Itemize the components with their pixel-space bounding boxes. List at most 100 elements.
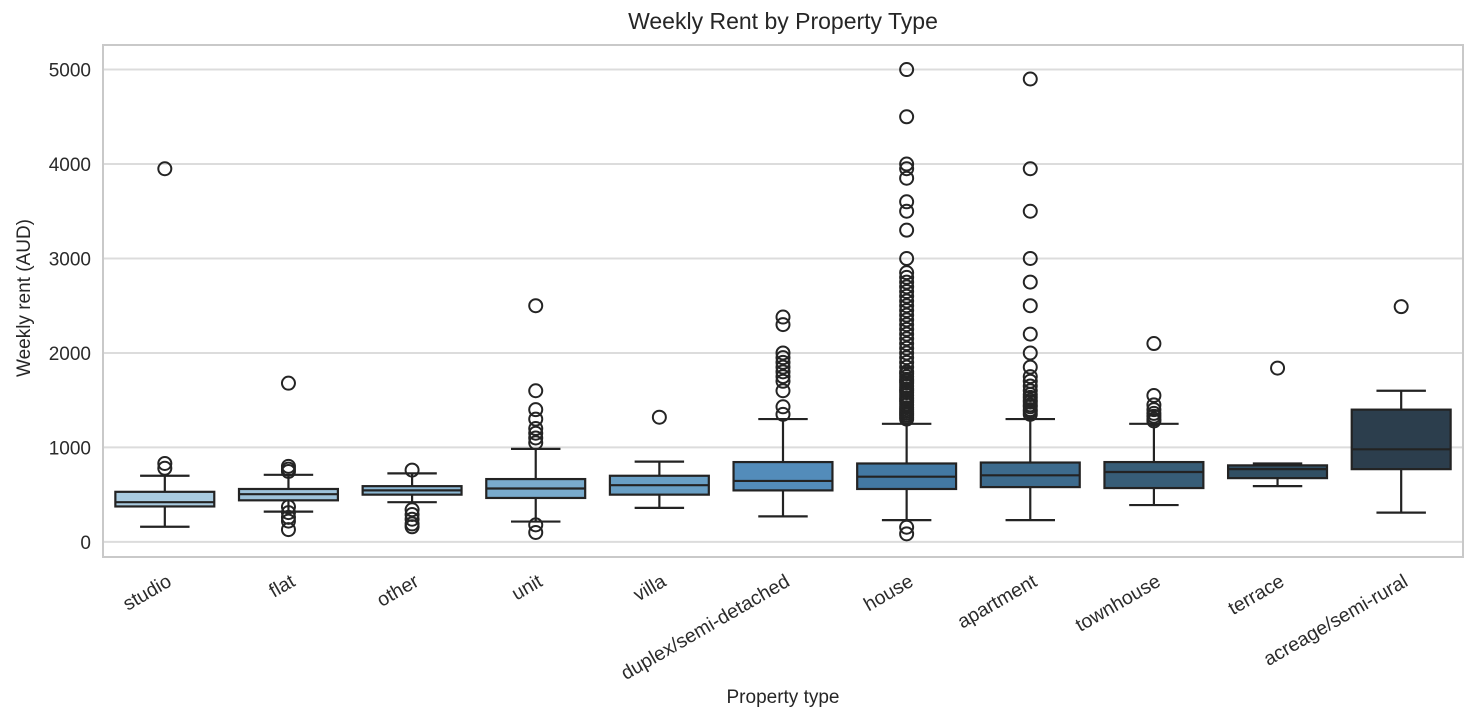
outlier-point: [1022, 378, 1038, 394]
x-tick-label: apartment: [954, 570, 1042, 633]
outlier-point: [528, 411, 544, 427]
outlier-point: [1146, 387, 1162, 403]
chart-title: Weekly Rent by Property Type: [628, 8, 938, 34]
outlier-point: [899, 288, 915, 304]
x-tick-label: other: [373, 570, 423, 612]
outlier-point: [899, 307, 915, 323]
outlier-point: [1022, 274, 1038, 290]
outlier-point: [899, 359, 915, 375]
x-axis-label: Property type: [726, 687, 840, 708]
outlier-point: [404, 516, 420, 532]
outlier-point: [899, 284, 915, 300]
outlier-point: [1022, 250, 1038, 266]
outlier-point: [1022, 71, 1038, 87]
outlier-point: [899, 265, 915, 281]
outlier-point: [1022, 369, 1038, 385]
outlier-point: [899, 170, 915, 186]
outlier-point: [899, 194, 915, 210]
x-tick-label: villa: [630, 570, 670, 606]
y-tick-label: 1000: [49, 438, 91, 459]
outlier-point: [899, 250, 915, 266]
outlier-point: [775, 383, 791, 399]
outlier-point: [899, 222, 915, 238]
outlier-point: [899, 321, 915, 337]
x-tick-label: house: [860, 570, 917, 616]
outlier-point: [1022, 383, 1038, 399]
outlier-point: [775, 345, 791, 361]
outlier-point: [528, 383, 544, 399]
outlier-point: [404, 506, 420, 522]
y-tick-label: 2000: [49, 344, 91, 365]
outlier-point: [528, 421, 544, 437]
outlier-point: [899, 156, 915, 172]
outlier-point: [280, 513, 296, 529]
outlier-point: [899, 274, 915, 290]
outlier-point: [899, 526, 915, 542]
outlier-point: [899, 161, 915, 177]
outlier-point: [404, 462, 420, 478]
outlier-point: [899, 354, 915, 370]
box-duplex/semi-detached: [732, 460, 834, 492]
outlier-point: [528, 425, 544, 441]
outlier-point: [528, 430, 544, 446]
outlier-point: [528, 298, 544, 314]
outlier-point: [1146, 336, 1162, 352]
outlier-point: [1022, 203, 1038, 219]
y-tick-label: 0: [80, 533, 91, 554]
outlier-point: [899, 312, 915, 328]
outlier-point: [899, 331, 915, 347]
outlier-point: [775, 406, 791, 422]
box-terrace: [1226, 464, 1329, 480]
outlier-point: [1022, 373, 1038, 389]
outlier-point: [280, 375, 296, 391]
outlier-point: [404, 511, 420, 527]
box-studio: [114, 490, 216, 508]
outlier-point: [528, 402, 544, 418]
box-townhouse: [1103, 460, 1205, 490]
outlier-point: [1146, 397, 1162, 413]
outlier-point: [528, 517, 544, 533]
outlier-point: [775, 399, 791, 415]
outlier-point: [651, 409, 667, 425]
outlier-point: [528, 435, 544, 451]
x-tick-label: terrace: [1224, 570, 1288, 619]
outlier-point: [1022, 359, 1038, 375]
outlier-point: [528, 524, 544, 540]
outlier-point: [775, 354, 791, 370]
plot-frame: [102, 44, 1464, 558]
y-tick-label: 4000: [49, 155, 91, 176]
x-tick-label: studio: [119, 570, 175, 615]
outlier-point: [899, 298, 915, 314]
outlier-point: [157, 161, 173, 177]
outlier-point: [775, 309, 791, 325]
outlier-point: [899, 62, 915, 78]
outlier-point: [1146, 402, 1162, 418]
outlier-point: [280, 499, 296, 515]
outlier-point: [899, 302, 915, 318]
y-axis-label: Weekly rent (AUD): [14, 219, 35, 378]
x-tick-label: townhouse: [1072, 570, 1165, 636]
outlier-point: [280, 458, 296, 474]
outlier-point: [899, 293, 915, 309]
outlier-point: [899, 326, 915, 342]
outlier-point: [1393, 299, 1409, 315]
y-tick-label: 3000: [49, 249, 91, 270]
outlier-point: [775, 369, 791, 385]
outlier-point: [775, 364, 791, 380]
outlier-point: [157, 460, 173, 476]
outlier-point: [1022, 326, 1038, 342]
outlier-point: [899, 279, 915, 295]
outlier-point: [775, 373, 791, 389]
outlier-point: [899, 317, 915, 333]
outlier-point: [899, 336, 915, 352]
outlier-point: [899, 519, 915, 535]
outlier-point: [899, 203, 915, 219]
outlier-point: [157, 455, 173, 471]
outlier-point: [1146, 405, 1162, 421]
outlier-point: [775, 317, 791, 333]
outlier-point: [404, 502, 420, 518]
outlier-point: [775, 350, 791, 366]
outlier-point: [899, 345, 915, 361]
